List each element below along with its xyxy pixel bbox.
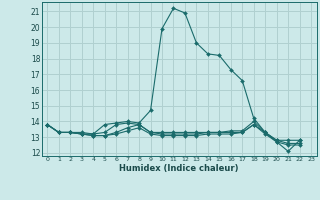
X-axis label: Humidex (Indice chaleur): Humidex (Indice chaleur) (119, 164, 239, 173)
